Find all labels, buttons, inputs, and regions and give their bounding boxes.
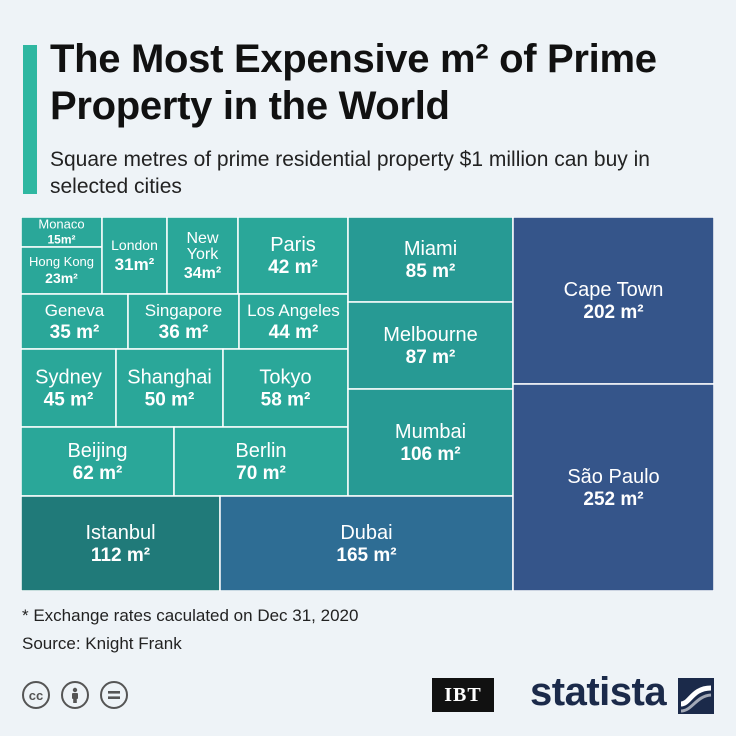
treemap-rect-miami: [347, 217, 514, 303]
treemap-rect-dubai: [219, 495, 514, 591]
treemap-value-dubai: 165 m²: [336, 545, 396, 566]
treemap-label-monaco: Monaco: [38, 217, 84, 232]
treemap-value-paris: 42 m²: [268, 257, 318, 278]
treemap-label-mumbai: Mumbai: [395, 421, 466, 443]
treemap-label-tokyo: Tokyo: [259, 366, 311, 388]
treemap-cell-geneva: Geneva 35 m²: [21, 293, 129, 350]
statista-wave-icon: [678, 678, 714, 714]
treemap-rect-hong-kong: [21, 246, 103, 295]
treemap-value-geneva: 35 m²: [50, 322, 100, 343]
treemap-rect-shanghai: [115, 348, 224, 428]
treemap-value-tokyo: 58 m²: [261, 389, 311, 410]
treemap-label-los-angeles: Los Angeles: [247, 301, 340, 320]
treemap-label-sao-paulo: São Paulo: [567, 466, 659, 488]
treemap-label-cape-town: Cape Town: [564, 279, 664, 301]
treemap-label-london: London: [111, 237, 158, 253]
treemap-value-mumbai: 106 m²: [400, 444, 460, 465]
footnote: * Exchange rates caculated on Dec 31, 20…: [22, 606, 359, 625]
treemap-label-paris: Paris: [270, 234, 316, 256]
chart-title: The Most Expensive m² of Prime Property …: [50, 37, 657, 128]
treemap-rect-cape-town: [512, 217, 714, 385]
treemap-value-hong-kong: 23m²: [45, 270, 78, 286]
treemap-value-sydney: 45 m²: [44, 389, 94, 410]
treemap-rect-new-york: [166, 217, 239, 295]
treemap-value-singapore: 36 m²: [159, 322, 209, 343]
creative-commons-icon[interactable]: cc: [22, 681, 50, 709]
accent-bar: [23, 45, 37, 194]
treemap-label-singapore: Singapore: [145, 301, 223, 320]
treemap-value-melbourne: 87 m²: [406, 347, 456, 368]
attribution-icon[interactable]: [61, 681, 89, 709]
treemap-label-beijing: Beijing: [67, 440, 127, 462]
treemap-rect-paris: [237, 217, 349, 295]
treemap-cell-los-angeles: Los Angeles 44 m²: [238, 293, 349, 350]
treemap-value-beijing: 62 m²: [73, 463, 123, 484]
treemap-rect-istanbul: [21, 495, 221, 591]
treemap-value-los-angeles: 44 m²: [269, 322, 319, 343]
treemap-value-shanghai: 50 m²: [145, 389, 195, 410]
treemap-value-sao-paulo: 252 m²: [583, 489, 643, 510]
no-derivatives-icon[interactable]: [100, 681, 128, 709]
treemap-rect-beijing: [21, 426, 175, 497]
treemap-value-cape-town: 202 m²: [583, 302, 643, 323]
chart-subtitle: Square metres of prime residential prope…: [50, 148, 650, 198]
treemap-rect-sao-paulo: [512, 383, 714, 591]
treemap-label-sydney: Sydney: [35, 366, 102, 388]
treemap-rect-singapore: [127, 293, 240, 350]
treemap-rect-berlin: [173, 426, 349, 497]
treemap-rect-mumbai: [347, 388, 514, 497]
treemap-value-london: 31m²: [115, 255, 155, 274]
treemap-label-new-york: York: [187, 246, 219, 263]
treemap-cell-singapore: Singapore 36 m²: [127, 293, 240, 350]
treemap-label-new-york: New: [186, 230, 218, 247]
treemap-value-berlin: 70 m²: [236, 463, 286, 484]
source-note: Source: Knight Frank: [22, 634, 182, 653]
treemap-value-monaco: 15m²: [47, 233, 75, 247]
treemap-label-hong-kong: Hong Kong: [29, 254, 94, 269]
ibt-logo[interactable]: IBT: [432, 678, 494, 712]
statista-logo[interactable]: statista: [530, 670, 667, 714]
treemap-label-dubai: Dubai: [340, 522, 392, 544]
treemap-cell-london: London 31m²: [101, 217, 168, 295]
treemap-label-istanbul: Istanbul: [85, 522, 155, 544]
treemap-rect-sydney: [21, 348, 117, 428]
treemap-label-melbourne: Melbourne: [383, 324, 478, 346]
treemap-value-miami: 85 m²: [406, 261, 456, 282]
treemap-label-berlin: Berlin: [235, 440, 286, 462]
treemap-rect-melbourne: [347, 301, 514, 390]
treemap-rect-los-angeles: [238, 293, 349, 350]
treemap-label-miami: Miami: [404, 238, 457, 260]
treemap-value-istanbul: 112 m²: [91, 545, 150, 566]
treemap-label-shanghai: Shanghai: [127, 366, 212, 388]
treemap-value-new-york: 34m²: [184, 265, 221, 282]
license-icons: cc: [22, 681, 128, 713]
treemap-label-geneva: Geneva: [45, 301, 105, 320]
